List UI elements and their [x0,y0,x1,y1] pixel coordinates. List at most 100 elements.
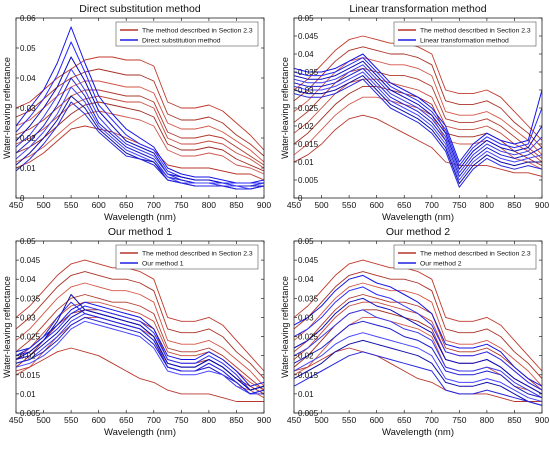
y-tick-label: 0.04 [298,50,314,59]
x-tick-label: 450 [9,415,23,425]
x-tick-label: 500 [314,415,328,425]
x-tick-label: 850 [229,200,243,210]
x-tick-label: 550 [64,200,78,210]
y-tick-label: 0.01 [20,390,36,399]
x-tick-label: 600 [92,415,106,425]
reference-series-line-4 [294,294,542,391]
y-tick-label: 0 [20,194,25,203]
y-tick-label: 0.005 [298,409,319,418]
y-tick-label: 0.02 [20,134,36,143]
legend: The method described in Section 2.3 Linea… [393,21,537,47]
y-axis-label: Water-leaving reflectance [280,276,290,378]
y-tick-label: 0.05 [298,237,314,246]
legend-label: The method described in Section 2.3 [142,28,253,35]
y-tick-label: 0.02 [298,352,314,361]
chart-panel-1: Direct substitution method 450 500 550 600 65… [2,3,271,223]
y-tick-label: 0.03 [20,104,36,113]
chart-panel-3: Our method 1 450 500 550 600 650 700 750 800 850 9… [2,226,271,438]
x-tick-label: 800 [202,415,216,425]
y-tick-label: 0.03 [298,86,314,95]
method-series-line-16 [16,101,264,190]
x-axis-label: Wavelength (nm) [104,212,176,223]
y-tick-label: 0.045 [298,32,319,41]
series-lines [294,35,542,188]
legend-label: The method described in Section 2.3 [420,28,531,35]
method-series-line-9 [16,301,264,387]
reference-series-line-3 [294,282,542,387]
x-tick-label: 800 [480,200,494,210]
legend-label: Our method 2 [420,261,462,268]
legend-label: Our method 1 [142,261,184,268]
method-series-line-14 [294,332,542,402]
y-tick-label: 0.025 [20,333,41,342]
y-tick-label: 0.04 [298,275,314,284]
x-tick-label: 900 [257,200,271,210]
y-tick-label: 0.02 [20,352,36,361]
x-tick-label: 650 [119,415,133,425]
x-tick-label: 900 [257,415,271,425]
y-tick-label: 0 [298,194,303,203]
x-tick-label: 750 [174,415,188,425]
chart-title: Linear transformation method [349,3,486,15]
legend: The method described in Section 2.3 Our m… [115,244,259,270]
method-series-line-10 [294,57,542,167]
x-axis-label: Wavelength (nm) [382,427,454,438]
y-tick-label: 0.015 [298,371,319,380]
legend: The method described in Section 2.3 Direc… [115,21,259,47]
x-tick-label: 700 [147,415,161,425]
x-tick-label: 500 [314,200,328,210]
reference-series-line-1 [16,56,264,151]
method-series-line-12 [294,64,542,174]
y-tick-label: 0.01 [298,390,314,399]
x-tick-label: 650 [119,200,133,210]
x-tick-label: 600 [92,200,106,210]
x-tick-label: 450 [287,415,301,425]
y-tick-label: 0.01 [298,158,314,167]
method-series-line-9 [16,26,264,184]
method-series-line-14 [294,71,542,181]
x-tick-label: 800 [480,415,494,425]
reference-series-line-1 [294,35,542,141]
method-series-line-12 [294,309,542,399]
series-lines [16,259,264,402]
y-tick-label: 0.03 [20,313,36,322]
y-tick-label: 0.005 [20,409,41,418]
x-tick-label: 900 [535,200,549,210]
y-tick-label: 0.01 [20,164,36,173]
y-axis-label: Water-leaving reflectance [2,57,12,159]
y-tick-label: 0.03 [298,313,314,322]
x-tick-label: 850 [229,415,243,425]
x-axis-label: Wavelength (nm) [104,427,176,438]
series-lines [294,259,542,406]
reference-series-line-4 [16,89,264,166]
x-tick-label: 550 [342,415,356,425]
legend-label: Direct substitution method [142,38,221,45]
x-tick-label: 500 [36,200,50,210]
chart-title: Our method 2 [386,226,450,238]
x-tick-label: 500 [36,415,50,425]
x-tick-label: 650 [397,200,411,210]
x-tick-label: 600 [370,415,384,425]
x-axis-label: Wavelength (nm) [382,212,454,223]
method-series-line-15 [294,339,542,406]
x-tick-label: 700 [425,200,439,210]
legend-box [115,21,259,47]
method-series-line-11 [294,60,542,170]
x-tick-label: 800 [202,200,216,210]
reference-series-line-1 [294,259,542,372]
series-lines [16,26,264,190]
method-series-line-16 [16,301,264,395]
reference-series-line-8 [294,114,542,177]
method-series-line-10 [16,305,264,391]
x-tick-label: 700 [425,415,439,425]
method-series-line-11 [294,297,542,395]
x-tick-label: 550 [64,415,78,425]
chart-title: Direct substitution method [79,3,201,15]
reference-series-line-3 [16,282,264,387]
method-series-line-15 [16,294,264,391]
reference-series-line-5 [16,95,264,169]
y-tick-label: 0.035 [20,294,41,303]
plot-frame [293,240,543,414]
x-tick-label: 550 [342,200,356,210]
plot-area [16,241,264,413]
